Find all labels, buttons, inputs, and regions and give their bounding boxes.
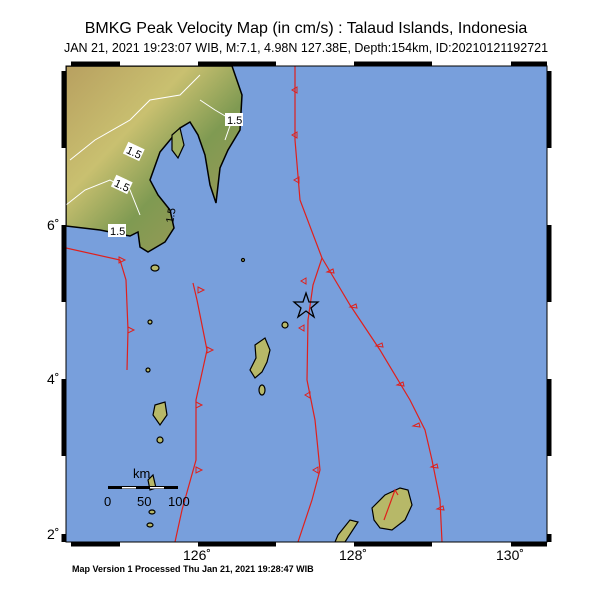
svg-text:0: 0: [104, 494, 111, 509]
island: [171, 126, 185, 160]
lat-label: 2˚: [47, 526, 59, 542]
svg-text:1.5: 1.5: [110, 226, 125, 238]
svg-text:50: 50: [137, 494, 151, 509]
epicenter-star-icon: [292, 290, 320, 319]
lon-label: 128˚: [339, 547, 367, 563]
processing-footer: Map Version 1 Processed Thu Jan 21, 2021…: [72, 564, 314, 574]
lat-label: 4˚: [47, 371, 59, 387]
lat-label: 6˚: [47, 217, 59, 233]
trench-teeth: [118, 86, 445, 511]
svg-text:km: km: [133, 466, 150, 481]
axis-labels: 126˚ 128˚ 130˚ 6˚ 4˚ 2˚: [47, 217, 524, 563]
event-info: JAN 21, 2021 19:23:07 WIB, M:7.1, 4.98N …: [63, 41, 549, 55]
contour-lines: [66, 74, 233, 216]
svg-text:1.5: 1.5: [112, 177, 131, 194]
svg-text:1.5: 1.5: [164, 207, 178, 224]
lon-label: 130˚: [496, 547, 524, 563]
svg-text:1.5: 1.5: [124, 144, 143, 161]
svg-text:100: 100: [168, 494, 190, 509]
map-frame: [61, 61, 552, 547]
contour-labels: 1.5 1.5 1.5 1.5 1.5: [108, 113, 243, 238]
svg-text:1.5: 1.5: [227, 115, 242, 127]
scale-bar: km 0 50 100: [104, 466, 190, 509]
map-title: BMKG Peak Velocity Map (in cm/s) : Talau…: [84, 20, 528, 37]
lon-label: 126˚: [183, 547, 211, 563]
trench-lines: [66, 66, 443, 542]
mindanao-landmass: [66, 66, 243, 253]
